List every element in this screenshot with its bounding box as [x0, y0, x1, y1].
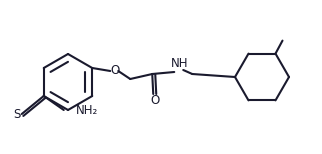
- Text: NH: NH: [170, 57, 188, 69]
- Text: O: O: [111, 63, 120, 77]
- Text: S: S: [13, 109, 20, 122]
- Text: O: O: [151, 93, 160, 107]
- Text: NH₂: NH₂: [76, 105, 98, 118]
